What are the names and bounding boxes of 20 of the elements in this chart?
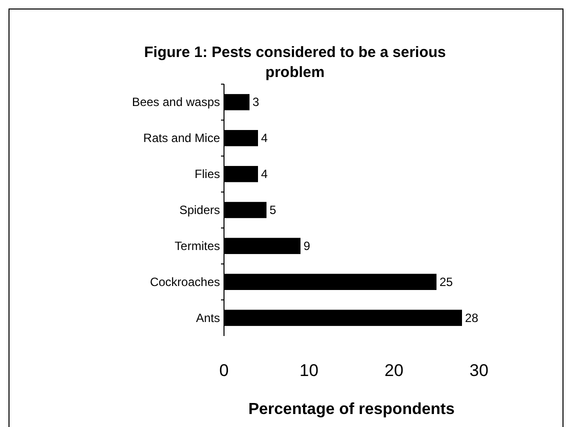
y-tick-label: Spiders [179,203,220,217]
y-tick-label: Termites [174,238,220,253]
data-label: 4 [261,167,268,182]
y-tick-label: Rats and Mice [143,131,220,146]
data-label: 3 [252,95,260,110]
x-tick-label: 0 [219,361,229,380]
data-label: 9 [304,238,310,253]
data-label: 4 [261,131,268,146]
x-tick-label: 30 [470,361,488,380]
x-axis-title: Percentage of respondents [248,401,455,418]
data-label: 5 [270,203,276,217]
y-tick-label: Flies [194,167,220,182]
x-tick-label: 20 [384,361,404,380]
x-tick-label: 10 [300,361,318,380]
y-tick-label: Bees and wasps [132,95,220,110]
chart-title: Figure 1: Pests considered to be a serious problem [144,44,446,81]
y-tick-label: Cockroaches [150,274,220,289]
data-label: 25 [440,274,454,289]
y-tick-label: Ants [196,310,220,325]
data-label: 28 [465,310,479,325]
